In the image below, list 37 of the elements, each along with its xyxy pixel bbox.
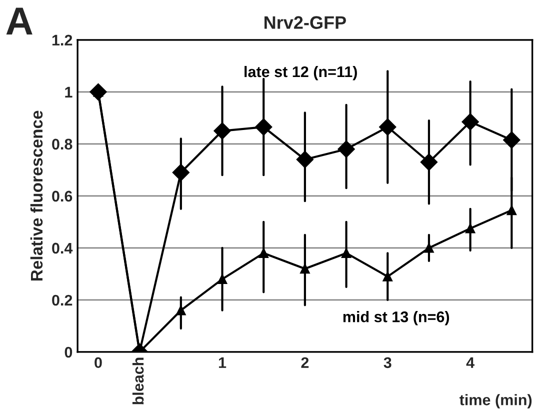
text: mid st 13 (n=6) [343, 311, 450, 326]
point [255, 118, 272, 136]
x-tick-label: 1 [218, 357, 226, 368]
point [341, 248, 352, 258]
text: A [6, 8, 32, 34]
point [379, 118, 396, 136]
point [217, 274, 228, 284]
point [506, 205, 517, 216]
x-tick-label: 2 [301, 357, 309, 368]
x-tick-label: 0 [94, 357, 102, 368]
chart-title: Nrv2-GFP [264, 16, 346, 29]
point [424, 243, 434, 253]
point [172, 164, 190, 182]
x-axis-title: time (min) [460, 394, 532, 408]
y-tick-label: 0.4 [52, 242, 73, 254]
point [300, 264, 310, 274]
point [462, 113, 479, 130]
y-tick-label: 1 [65, 86, 72, 98]
x-tick-label: 3 [384, 357, 392, 368]
point [503, 131, 520, 149]
point [420, 154, 438, 171]
point [338, 140, 355, 158]
x-tick-label: bleach [132, 358, 144, 404]
point [465, 224, 476, 234]
y-tick-label: 1.2 [52, 34, 72, 46]
y-tick-label: 0.6 [52, 190, 72, 202]
point [382, 272, 392, 282]
y-axis-title: Relative fluorescence [30, 110, 43, 280]
x-tick-label: 4 [466, 357, 474, 368]
y-tick-label: 0.8 [52, 138, 72, 150]
text: late st 12 (n=11) [244, 66, 357, 80]
point [214, 122, 231, 140]
y-tick-label: 0 [64, 346, 72, 358]
point [176, 305, 186, 316]
point [258, 248, 268, 258]
point [296, 150, 314, 168]
y-tick-label: 0.2 [52, 294, 72, 306]
